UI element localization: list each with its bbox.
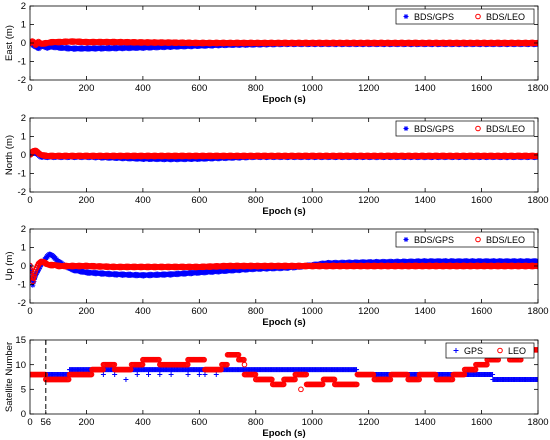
y-tick-label: -1 [18,57,26,68]
x-tick-label: 1400 [415,83,436,94]
data-point [535,152,538,159]
x-tick-label: 1400 [415,195,436,206]
data-point [32,275,38,281]
y-tick-label: 1 [21,20,26,31]
x-tick-label: 1000 [302,195,323,206]
legend-marker-bds-gps [403,126,409,131]
legend-label: BDS/GPS [414,124,454,134]
legend-marker-bds-leo [475,125,481,132]
legend-box [395,120,535,137]
legend: BDS/GPS BDS/LEO [395,120,535,137]
x-tick-label: 1200 [358,83,379,94]
y-tick-label: 0 [21,150,26,161]
x-tick-label: 0 [27,83,32,94]
chart-panel-3: 0 200 400 600 800 1000 1200 1400 1600 1800-2-1012… [4,224,549,328]
series-bds-leo [30,38,538,48]
legend-label: BDS/LEO [486,124,525,134]
y-tick-label: 2 [21,1,26,12]
legend-marker-bds-gps [403,14,409,19]
y-tick-label: -2 [18,187,26,198]
x-tick-label: 400 [135,83,151,94]
data-point [30,267,34,273]
x-tick-label: 1600 [471,83,492,94]
x-tick-label: 1200 [358,195,379,206]
x-tick-label: 1000 [302,83,323,94]
y-axis-label: East (m) [4,25,15,61]
chart-panel-1: 0 200 400 600 800 1000 1200 1400 1600 1800 -2 -1 0 1 2… [4,1,549,105]
chart-panel-2: 0 200 400 600 800 1000 1200 1400 1600 1800 -2 -1 0 1 2… [4,113,549,217]
x-tick-label: 200 [79,83,95,94]
data-point [534,40,538,47]
data-layer [30,38,538,52]
legend-marker-bds-leo [475,13,481,20]
x-axis-label: Epoch (s) [262,94,305,105]
data-layer [30,147,538,163]
y-tick-label: 1 [21,132,26,143]
x-tick-label: 800 [248,195,264,206]
legend-label: BDS/LEO [486,12,525,22]
series-bds-leo [30,147,538,160]
x-tick-label: 1600 [471,195,492,206]
y-tick-label: -1 [18,169,26,180]
y-tick-label: -2 [18,75,26,86]
legend: BDS/GPS BDS/LEO [395,8,535,25]
x-tick-label: 1800 [527,83,548,94]
legend-box [395,8,535,25]
y-tick-label: 2 [21,113,26,124]
x-tick-label: 400 [135,195,151,206]
legend-label: BDS/GPS [414,12,454,22]
series-bds-leo [30,258,538,285]
x-tick-label: 1800 [527,195,548,206]
x-tick-label: 0 [27,195,32,206]
data-point [534,153,538,160]
y-tick-label: 0 [21,38,26,49]
y-axis-label: North (m) [4,135,15,175]
data-point [535,39,538,46]
data-point [31,279,37,285]
x-axis-label: Epoch (s) [262,206,305,217]
x-tick-label: 200 [79,195,95,206]
data-point [30,282,36,288]
data-layer [30,251,538,288]
x-tick-label: 600 [191,195,207,206]
x-tick-label: 600 [191,83,207,94]
x-tick-label: 800 [248,83,264,94]
